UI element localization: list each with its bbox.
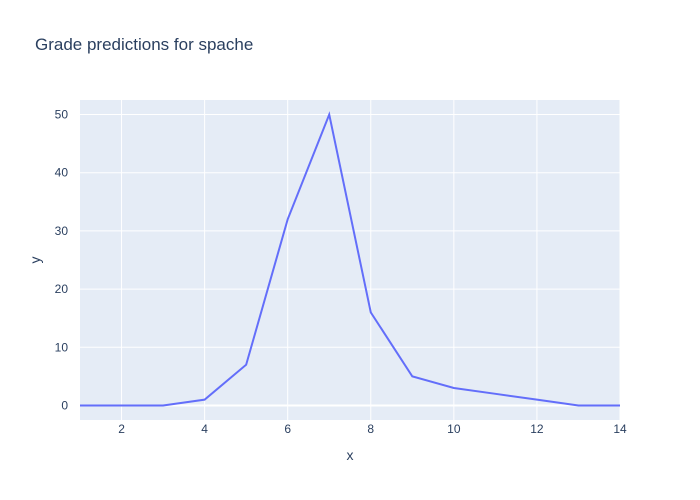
x-tick-label: 12 bbox=[530, 422, 544, 436]
x-gridlines bbox=[121, 100, 621, 420]
x-tick-label: 4 bbox=[201, 422, 208, 436]
x-tick-labels: 2 4 6 8 10 12 14 bbox=[118, 422, 627, 436]
plot-area bbox=[80, 100, 620, 420]
x-tick-label: 10 bbox=[447, 422, 461, 436]
x-tick-label: 14 bbox=[613, 422, 627, 436]
y-gridlines bbox=[80, 114, 620, 348]
x-tick-label: 8 bbox=[367, 422, 374, 436]
y-tick-label: 40 bbox=[55, 166, 69, 180]
series-line bbox=[80, 111, 620, 407]
x-axis-title: x bbox=[347, 447, 354, 463]
x-tick-label: 2 bbox=[118, 422, 125, 436]
y-tick-label: 10 bbox=[55, 340, 69, 354]
x-tick-label: 6 bbox=[284, 422, 291, 436]
chart-title: Grade predictions for spache bbox=[35, 35, 253, 54]
y-tick-label: 30 bbox=[55, 224, 69, 238]
y-tick-label: 20 bbox=[55, 282, 69, 296]
y-tick-label: 50 bbox=[55, 108, 69, 122]
y-tick-label: 0 bbox=[61, 398, 68, 412]
y-tick-labels: 0 10 20 30 40 50 bbox=[55, 108, 69, 413]
y-axis-title: y bbox=[27, 257, 43, 264]
